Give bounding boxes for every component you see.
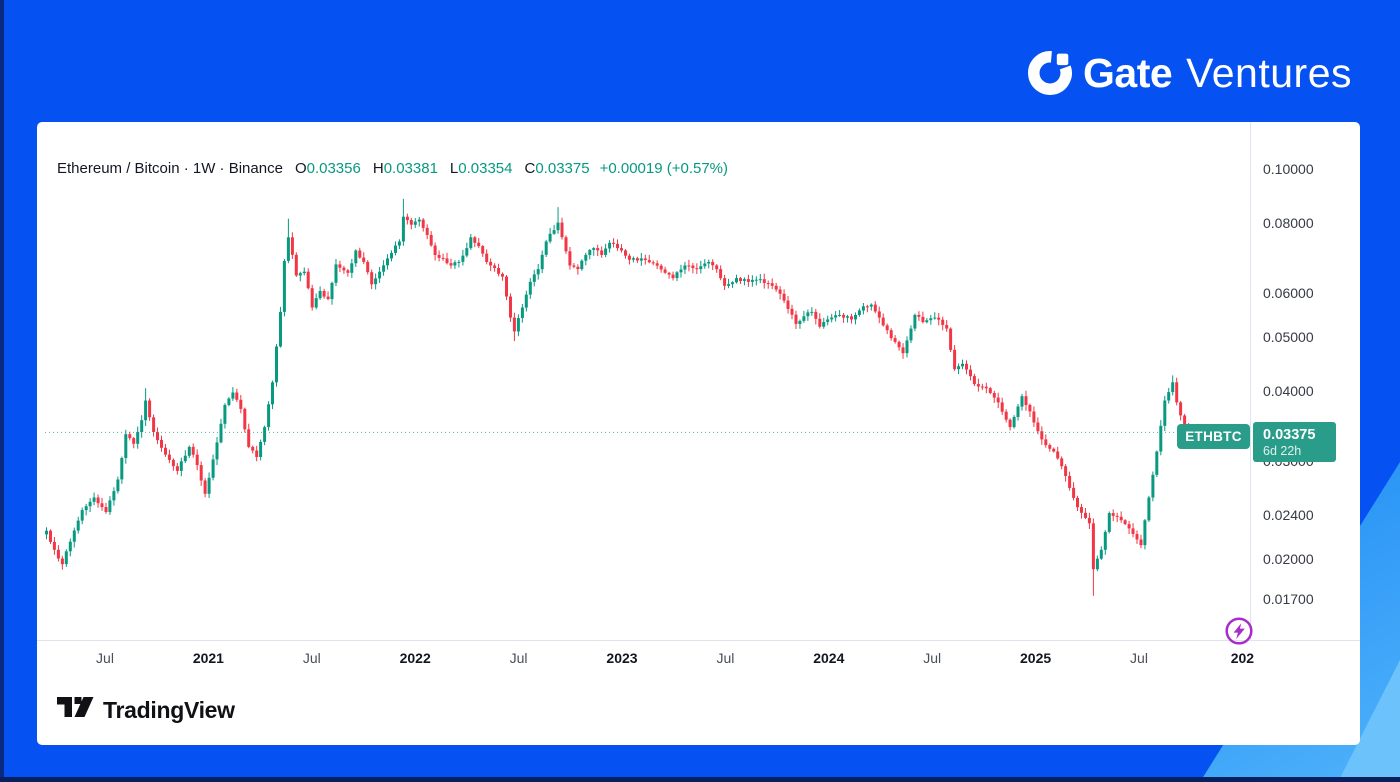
time-tick-label: 2021 [192, 650, 224, 666]
close-label: C [524, 160, 536, 177]
time-tick-label: 2023 [606, 650, 638, 666]
price-tick-label: 0.10000 [1263, 161, 1314, 178]
last-price-box: 0.03375 6d 22h [1253, 422, 1336, 462]
chart-legend[interactable]: Ethereum / Bitcoin · 1W · Binance O0.0335… [57, 160, 728, 177]
gate-logo-text: Gate [1083, 49, 1173, 96]
open-value: 0.03356 [306, 160, 361, 177]
price-tick-label: 0.02400 [1263, 507, 1314, 524]
price-tick-label: 0.02000 [1263, 551, 1314, 568]
time-tick-label: 2024 [813, 650, 845, 666]
symbol-price-label: ETHBTC [1177, 424, 1250, 449]
symbol-title[interactable]: Ethereum / Bitcoin · 1W · Binance [57, 160, 283, 177]
time-tick-label: Jul [923, 650, 942, 666]
time-tick-label: Jul [1130, 650, 1148, 666]
open-label: O [294, 160, 307, 177]
tradingview-logo[interactable]: TradingView [57, 694, 235, 726]
gate-ventures-logo: Gate Ventures [1027, 50, 1352, 96]
time-axis-border [37, 640, 1360, 641]
tradingview-icon [57, 694, 94, 726]
price-tick-label: 0.01700 [1263, 590, 1314, 607]
realtime-lightning-icon[interactable] [1224, 616, 1254, 646]
time-tick-label: Jul [302, 650, 321, 666]
tradingview-label: TradingView [103, 696, 235, 723]
left-edge-strip [0, 0, 4, 782]
change-value: +0.00019 (+0.57%) [599, 160, 729, 177]
price-axis-border [1250, 122, 1251, 640]
time-tick-label: Jul [509, 650, 528, 666]
bar-countdown: 6d 22h [1263, 443, 1302, 458]
time-tick-label: 2025 [1020, 650, 1052, 666]
low-value: 0.03354 [458, 160, 513, 177]
chart-card: Ethereum / Bitcoin · 1W · Binance O0.0335… [37, 122, 1360, 745]
high-label: H [372, 160, 384, 177]
time-tick-label: 2022 [399, 650, 431, 666]
last-price-value: 0.03375 [1263, 426, 1316, 443]
time-tick-label: 202 [1230, 650, 1255, 666]
close-value: 0.03375 [535, 160, 590, 177]
bottom-edge-strip [0, 777, 1400, 782]
time-tick-label: Jul [96, 650, 114, 666]
chart-pane[interactable] [37, 122, 1360, 745]
low-label: L [449, 160, 459, 177]
candlestick-chart[interactable] [37, 122, 1360, 745]
price-tick-label: 0.06000 [1263, 284, 1314, 301]
ventures-logo-text: Ventures [1186, 49, 1352, 96]
gate-logo-icon [1027, 50, 1073, 96]
price-tick-label: 0.08000 [1263, 215, 1314, 232]
price-tick-label: 0.05000 [1263, 329, 1314, 346]
time-tick-label: Jul [716, 650, 735, 666]
high-value: 0.03381 [383, 160, 438, 177]
price-tick-label: 0.04000 [1263, 383, 1314, 400]
